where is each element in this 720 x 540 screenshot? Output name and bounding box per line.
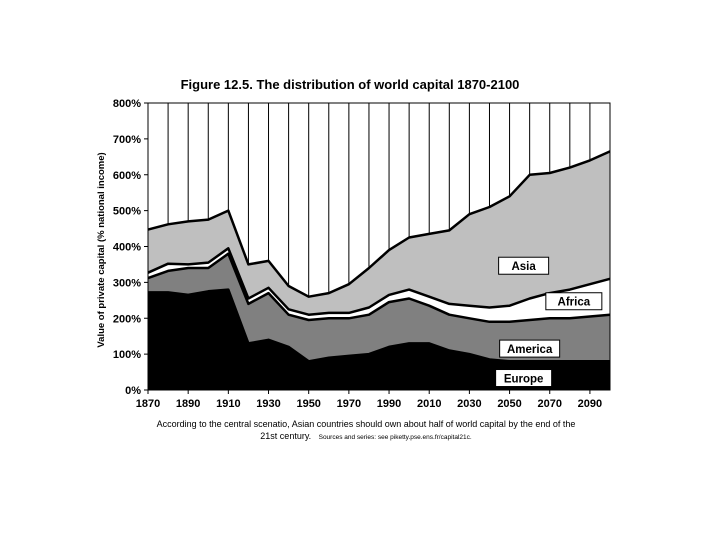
y-tick-label: 400% bbox=[113, 242, 141, 254]
y-tick-label: 0% bbox=[125, 385, 141, 397]
y-tick-label: 600% bbox=[113, 170, 141, 182]
x-tick-label: 1970 bbox=[337, 398, 361, 410]
caption-21st-century: 21st century. bbox=[260, 431, 311, 441]
series-label-africa: Africa bbox=[558, 297, 591, 309]
series-label-box-europe bbox=[495, 369, 553, 388]
x-axis: 1870 1890 1910 1930 1950 1970 1990 2010 2030 2050… bbox=[136, 390, 602, 410]
x-tick-label: 2070 bbox=[537, 398, 561, 410]
x-tick-label: 2050 bbox=[497, 398, 521, 410]
series-label-box-asia bbox=[498, 256, 550, 275]
boundary-asia bbox=[147, 150, 611, 298]
y-tick-label: 300% bbox=[113, 277, 141, 289]
y-tick-label: 100% bbox=[113, 349, 141, 361]
y-axis: 0% 100% 200% 300% 400% 500% 600% 700% 800% bbox=[113, 98, 148, 397]
series-label-box-america bbox=[499, 339, 561, 358]
series-label-asia: Asia bbox=[511, 261, 536, 273]
x-tick-label: 1990 bbox=[377, 398, 401, 410]
y-tick-label: 500% bbox=[113, 206, 141, 218]
area-asia bbox=[148, 151, 610, 315]
y-tick-label: 700% bbox=[113, 134, 141, 146]
x-tick-label: 2010 bbox=[417, 398, 441, 410]
x-tick-label: 1870 bbox=[136, 398, 160, 410]
area-america bbox=[148, 253, 610, 362]
area-europe bbox=[148, 289, 610, 390]
y-tick-label: 800% bbox=[113, 98, 141, 110]
x-tick-label: 1950 bbox=[296, 398, 320, 410]
x-tick-label: 1910 bbox=[216, 398, 240, 410]
stacked-areas bbox=[147, 150, 611, 390]
series-label-box-africa bbox=[545, 292, 603, 311]
caption-line2: 21st century. Sources and series: see pi… bbox=[260, 426, 472, 443]
caption-line1: According to the central scenatio, Asian… bbox=[157, 419, 576, 429]
series-labels: Asia Africa America Europe bbox=[495, 256, 603, 388]
x-tick-label: 1930 bbox=[256, 398, 280, 410]
x-tick-label: 1890 bbox=[176, 398, 200, 410]
boundary-europe bbox=[148, 288, 610, 363]
chart-title: Figure 12.5. The distribution of world c… bbox=[181, 77, 520, 92]
y-axis-label: Value of private capital (% national inc… bbox=[96, 152, 107, 347]
series-label-europe: Europe bbox=[504, 374, 544, 386]
boundary-africa bbox=[147, 247, 611, 316]
y-tick-label: 200% bbox=[113, 313, 141, 325]
series-label-america: America bbox=[507, 344, 553, 356]
x-tick-label: 2090 bbox=[578, 398, 602, 410]
x-tick-label: 2030 bbox=[457, 398, 481, 410]
boundary-america bbox=[147, 252, 611, 324]
caption-sources: Sources and series: see piketty.pse.ens.… bbox=[319, 434, 472, 441]
